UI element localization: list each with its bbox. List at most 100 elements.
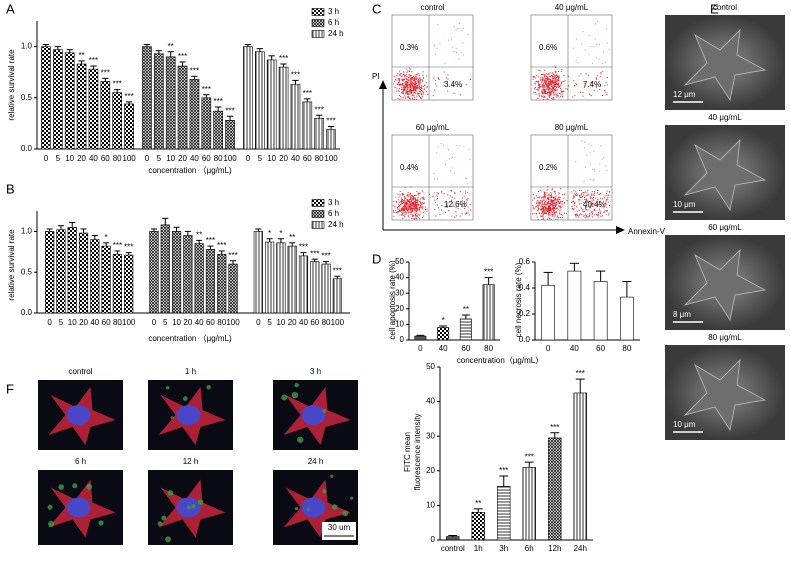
event-dot: [452, 156, 454, 158]
event-dot: [404, 205, 406, 207]
event-dot: [550, 82, 552, 84]
event-dot: [413, 96, 415, 98]
event-dot: [538, 81, 540, 83]
event-dot: [584, 142, 586, 144]
sem-label: 80 μg/mL: [708, 333, 742, 342]
event-dot: [420, 98, 422, 100]
event-dot: [594, 38, 596, 40]
event-dot: [544, 69, 546, 71]
event-dot: [585, 195, 587, 197]
event-dot: [549, 93, 551, 95]
event-dot: [582, 192, 584, 194]
event-dot: [548, 209, 550, 211]
event-dot: [412, 209, 414, 211]
event-dot: [557, 208, 559, 210]
event-dot: [536, 75, 538, 77]
arrow-head: [616, 226, 625, 234]
event-dot: [549, 203, 551, 205]
event-dot: [561, 203, 563, 205]
event-dot: [553, 82, 555, 84]
bar: [124, 254, 134, 314]
event-dot: [410, 81, 412, 83]
event-dot: [558, 205, 560, 207]
event-dot: [409, 82, 411, 84]
event-dot: [535, 89, 537, 91]
event-dot: [543, 81, 545, 83]
event-dot: [436, 192, 438, 194]
event-dot: [587, 201, 589, 203]
event-dot: [407, 199, 409, 201]
event-dot: [412, 207, 414, 209]
event-dot: [393, 210, 395, 212]
event-dot: [583, 147, 585, 149]
event-dot: [422, 71, 424, 73]
event-dot: [559, 198, 561, 200]
x-tick-label: 60: [596, 344, 605, 353]
event-dot: [589, 152, 591, 154]
event-dot: [591, 205, 593, 207]
event-dot: [574, 214, 576, 216]
y-tick-label: 0.0: [21, 308, 33, 317]
event-dot: [554, 198, 556, 200]
event-dot: [601, 158, 603, 160]
event-dot: [404, 202, 406, 204]
event-dot: [550, 82, 552, 84]
bar: [217, 253, 227, 314]
event-dot: [565, 88, 567, 90]
event-dot: [409, 86, 411, 88]
event-dot: [542, 213, 544, 215]
event-dot: [449, 170, 451, 172]
event-dot: [596, 214, 598, 216]
event-dot: [418, 86, 420, 88]
event-dot: [461, 200, 463, 202]
event-dot: [605, 91, 607, 93]
event-dot: [544, 203, 546, 205]
event-dot: [402, 79, 404, 81]
event-dot: [547, 198, 549, 200]
event-dot: [552, 77, 554, 79]
event-dot: [543, 196, 545, 198]
event-dot: [537, 87, 539, 89]
significance: ***: [89, 56, 98, 65]
event-dot: [469, 78, 471, 80]
event-dot: [575, 84, 577, 86]
bar: [149, 231, 159, 314]
event-dot: [422, 80, 424, 82]
event-dot: [444, 211, 446, 213]
event-dot: [597, 212, 599, 214]
event-dot: [410, 202, 412, 204]
event-dot: [544, 211, 546, 213]
event-dot: [407, 212, 409, 214]
event-dot: [417, 196, 419, 198]
event-dot: [407, 205, 409, 207]
event-dot: [552, 91, 554, 93]
bar: [194, 243, 204, 314]
event-dot: [600, 73, 602, 75]
bar: [541, 285, 555, 341]
event-dot: [575, 60, 577, 62]
significance: ***: [576, 369, 585, 378]
nucleus: [301, 405, 326, 425]
event-dot: [554, 205, 556, 207]
event-dot: [398, 201, 400, 203]
event-dot: [412, 87, 414, 89]
event-dot: [554, 207, 556, 209]
event-dot: [544, 193, 546, 195]
event-dot: [547, 83, 549, 85]
y-tick-label: 50: [426, 362, 435, 371]
event-dot: [441, 191, 443, 193]
event-dot: [561, 84, 563, 86]
event-dot: [584, 216, 586, 218]
y-tick-label: 1.0: [21, 42, 33, 51]
event-dot: [420, 201, 422, 203]
significance: ***: [291, 71, 300, 80]
event-dot: [433, 172, 435, 174]
event-dot: [417, 204, 419, 206]
event-dot: [419, 198, 421, 200]
event-dot: [412, 202, 414, 204]
event-dot: [411, 83, 413, 85]
event-dot: [402, 82, 404, 84]
event-dot: [552, 210, 554, 212]
event-dot: [416, 204, 418, 206]
event-dot: [545, 199, 547, 201]
